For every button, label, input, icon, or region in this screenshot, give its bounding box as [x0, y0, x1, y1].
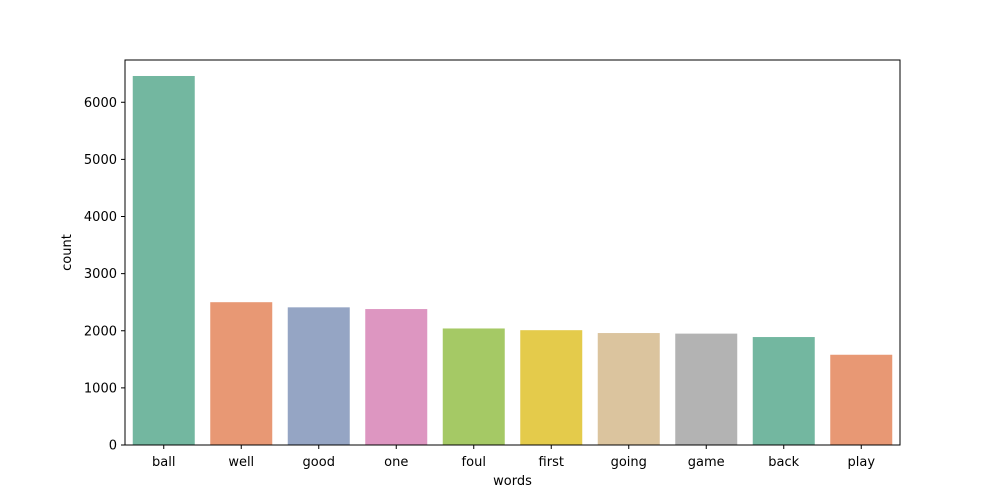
y-tick-label: 2000	[84, 324, 117, 339]
y-axis-label: count	[60, 234, 75, 271]
bar-well	[210, 302, 273, 445]
bar-game	[675, 333, 738, 445]
x-axis-label: words	[493, 474, 532, 489]
y-axis: 0 1000 2000 3000 4000 5000 6000	[84, 96, 125, 454]
x-tick-label: going	[611, 455, 647, 470]
x-tick-label: game	[688, 455, 725, 470]
bar-first	[520, 330, 583, 445]
bar-play	[830, 354, 893, 445]
x-tick-label: foul	[462, 455, 486, 470]
x-tick-label: one	[384, 455, 408, 470]
x-tick-label: first	[539, 455, 564, 470]
bar-back	[752, 337, 815, 445]
y-tick-label: 4000	[84, 210, 117, 225]
x-tick-label: ball	[152, 455, 175, 470]
x-axis: ball well good one foul first going game back pla…	[152, 445, 875, 470]
y-tick-label: 6000	[84, 96, 117, 111]
x-tick-label: good	[303, 455, 335, 470]
bar-one	[365, 309, 428, 445]
y-tick-label: 5000	[84, 153, 117, 168]
y-tick-label: 1000	[84, 381, 117, 396]
bar-foul	[442, 328, 505, 445]
bar-good	[287, 307, 350, 445]
x-tick-label: back	[768, 455, 799, 470]
bar-ball	[132, 75, 195, 445]
x-tick-label: play	[847, 455, 875, 470]
x-tick-label: well	[228, 455, 254, 470]
plot-frame	[124, 59, 901, 446]
bar-going	[597, 333, 660, 445]
y-tick-label: 3000	[84, 267, 117, 282]
bars-layer	[132, 75, 893, 445]
y-tick-label: 0	[109, 439, 117, 454]
